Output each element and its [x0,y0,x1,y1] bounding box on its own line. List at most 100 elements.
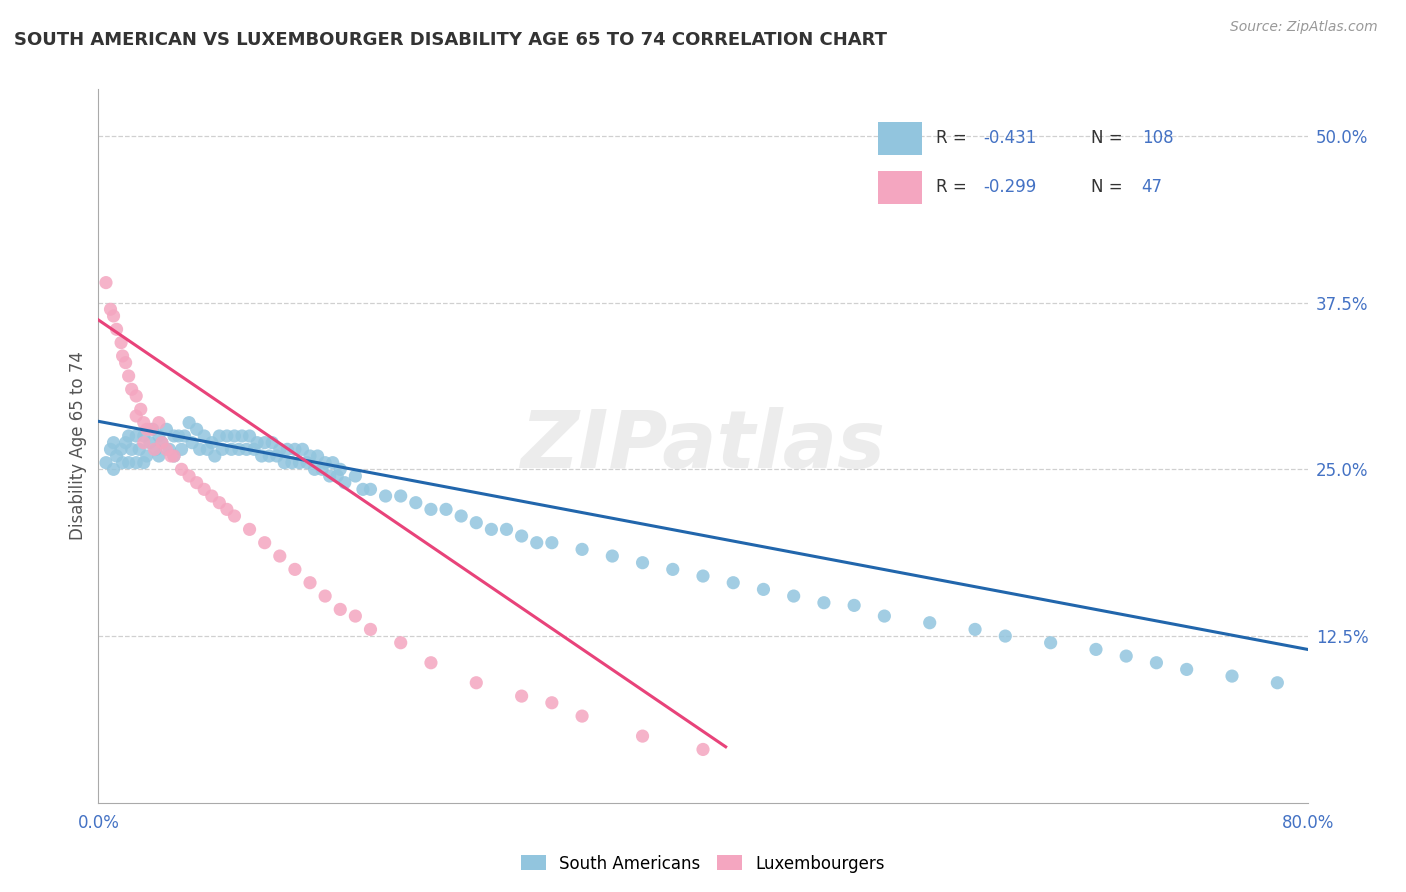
Legend: South Americans, Luxembourgers: South Americans, Luxembourgers [515,848,891,880]
Point [253,435,276,450]
Point [420,502,443,516]
Point [1267,675,1289,690]
Point [1085,642,1108,657]
Point [322,456,344,470]
Point [420,656,443,670]
Point [235,442,257,457]
Point [142,422,165,436]
Point [314,456,336,470]
Point [783,589,806,603]
Point [253,535,276,549]
Point [132,416,155,430]
Point [374,489,396,503]
Point [105,322,128,336]
Point [295,456,318,470]
Point [143,442,166,457]
Point [1175,662,1198,676]
Point [510,529,533,543]
Point [173,429,195,443]
Point [318,469,340,483]
Point [813,596,835,610]
Point [148,429,170,443]
Point [276,442,298,457]
Point [495,522,517,536]
Point [281,456,304,470]
Text: 47: 47 [1142,178,1163,196]
Text: N =: N = [1091,178,1122,196]
Point [148,449,170,463]
Point [159,442,181,457]
Point [170,462,193,476]
Point [269,549,291,563]
Point [239,522,262,536]
FancyBboxPatch shape [879,171,922,204]
Point [163,449,186,463]
Text: -0.431: -0.431 [983,129,1036,147]
Point [118,456,141,470]
Point [844,599,866,613]
Point [692,569,714,583]
Point [121,382,143,396]
Point [186,422,208,436]
Point [111,349,134,363]
Point [228,442,250,457]
Point [1144,656,1167,670]
Point [181,435,204,450]
Point [262,435,284,450]
Point [465,516,488,530]
Point [211,442,233,457]
Point [662,562,685,576]
Point [167,429,190,443]
Point [163,449,186,463]
Point [125,429,148,443]
Point [193,483,215,497]
Point [170,442,193,457]
Point [155,422,177,436]
Text: R =: R = [936,178,966,196]
Point [257,449,280,463]
Point [125,389,148,403]
Point [243,442,266,457]
Point [125,409,148,423]
Point [389,489,412,503]
Point [150,435,173,450]
Point [231,429,253,443]
Point [239,429,262,443]
Point [148,416,170,430]
Point [201,435,224,450]
Text: ZIPatlas: ZIPatlas [520,407,886,485]
Point [329,602,352,616]
Point [631,729,654,743]
Point [155,442,177,457]
Text: 108: 108 [1142,129,1173,147]
Point [135,449,157,463]
Point [526,535,548,549]
FancyBboxPatch shape [879,122,922,154]
Point [246,435,269,450]
Point [405,496,427,510]
Point [195,442,218,457]
Point [284,562,307,576]
Point [266,449,288,463]
Point [94,456,117,470]
Point [329,462,352,476]
Point [360,483,382,497]
Point [105,449,128,463]
Point [100,442,122,457]
Point [288,456,311,470]
Point [110,335,132,350]
Point [299,575,322,590]
Point [465,675,488,690]
Point [160,449,183,463]
Point [129,402,152,417]
Point [540,696,562,710]
Point [752,582,775,597]
Point [179,416,201,430]
Point [250,449,273,463]
Y-axis label: Disability Age 65 to 74: Disability Age 65 to 74 [69,351,87,541]
Point [121,442,143,457]
Point [208,496,231,510]
Point [873,609,896,624]
Point [221,442,243,457]
Point [224,509,246,524]
